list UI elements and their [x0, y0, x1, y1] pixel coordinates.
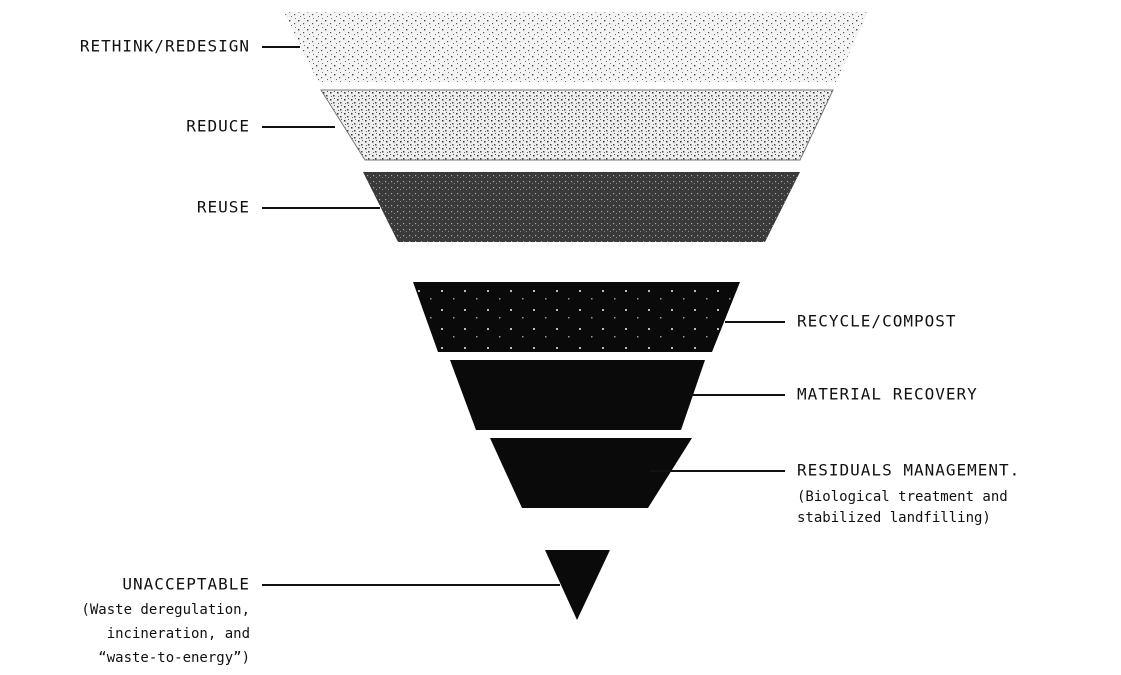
- level-label: REUSE: [197, 198, 250, 217]
- level-label: REDUCE: [186, 117, 250, 136]
- level-reuse: [363, 172, 800, 242]
- level-note: incineration, and: [107, 626, 250, 642]
- level-note: (Waste deregulation,: [81, 602, 250, 618]
- level-reduce: [320, 89, 834, 161]
- level-label: RETHINK/REDESIGN: [80, 37, 250, 56]
- level-label: RESIDUALS MANAGEMENT.: [797, 461, 1020, 480]
- level-label: RECYCLE/COMPOST: [797, 312, 957, 331]
- level-note: stabilized landfilling): [797, 510, 991, 526]
- level-label: MATERIAL RECOVERY: [797, 385, 978, 404]
- level-note: (Biological treatment and: [797, 489, 1008, 505]
- level-material-recovery: [450, 360, 705, 430]
- level-residuals: [490, 438, 692, 508]
- level-unacceptable: [545, 550, 610, 620]
- level-recycle: [413, 282, 740, 352]
- level-note: “waste-to-energy”): [98, 650, 250, 666]
- level-rethink: [284, 12, 868, 82]
- level-label: UNACCEPTABLE: [122, 575, 250, 594]
